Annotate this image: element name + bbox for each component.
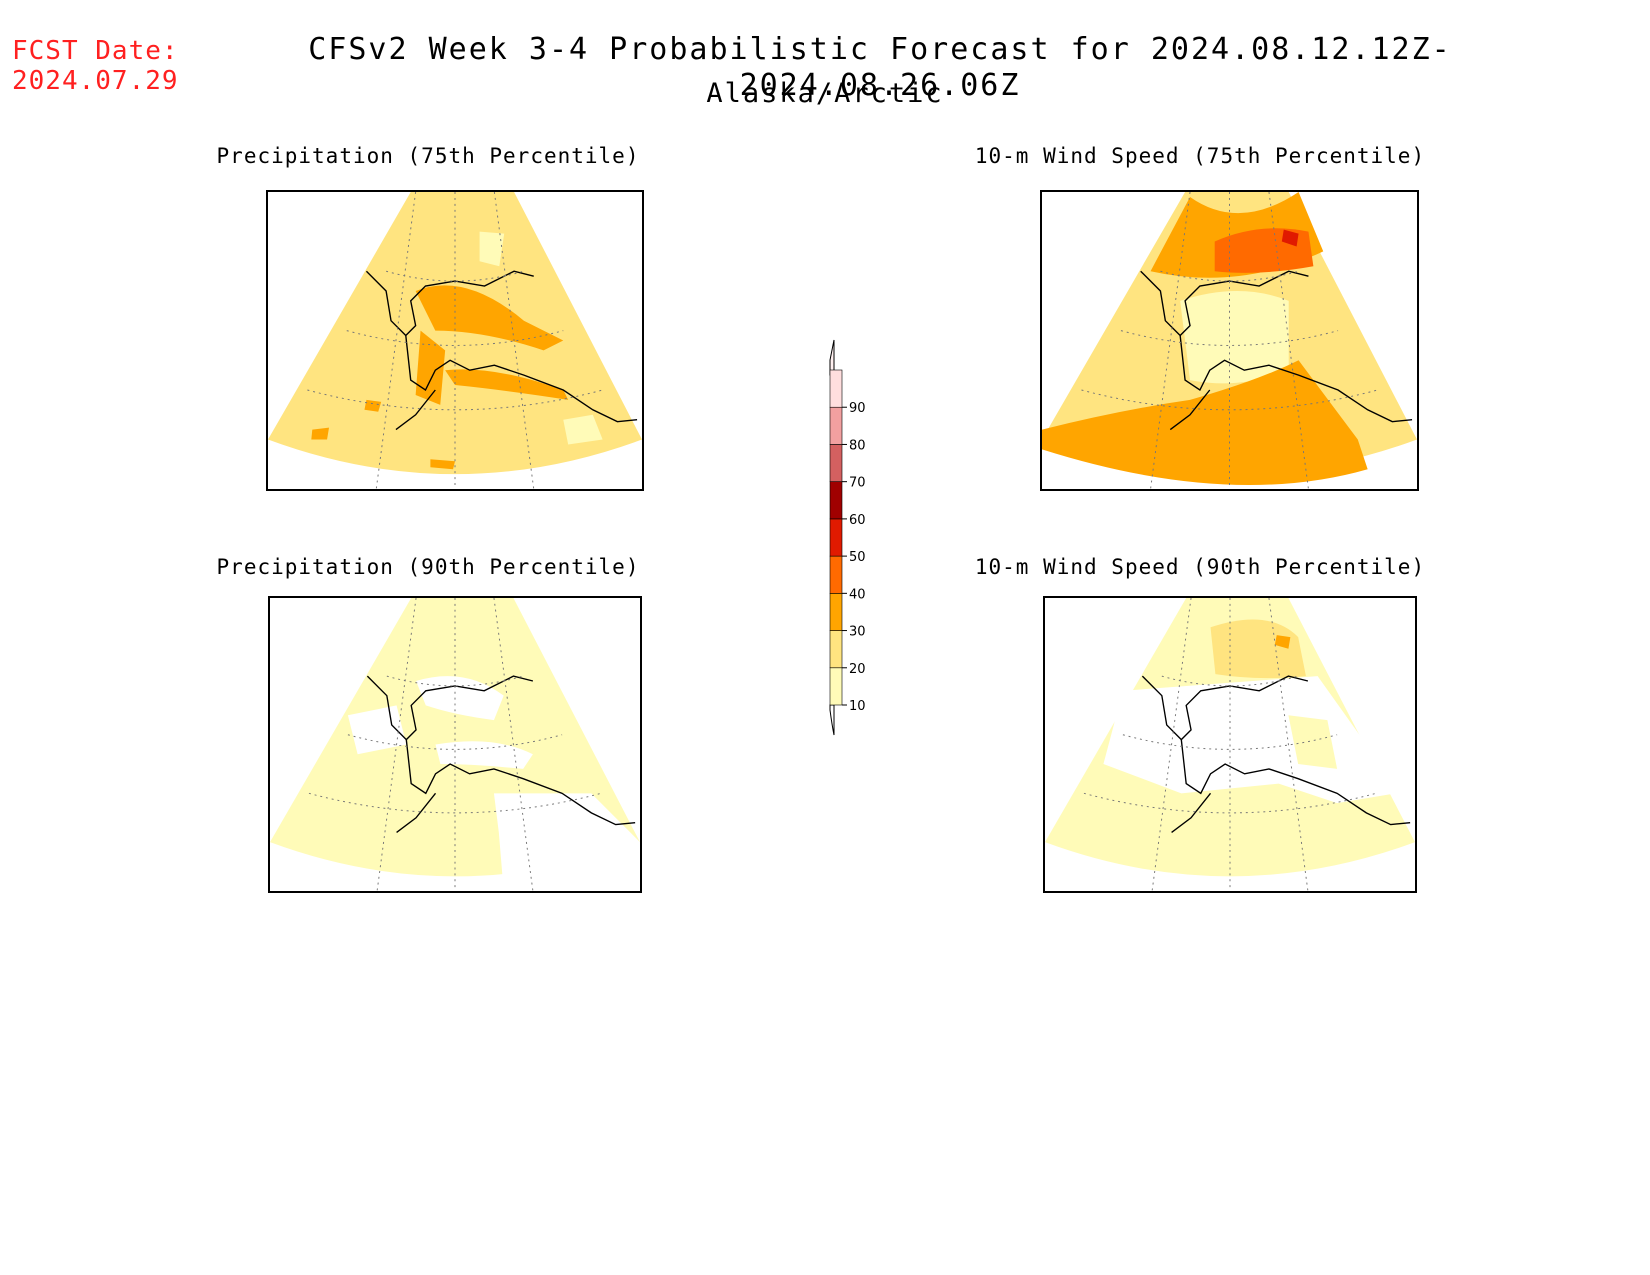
coastline (1140, 270, 1413, 431)
map-wind-75-plot (1042, 192, 1417, 489)
panel-title-precip-75: Precipitation (75th Percentile) (216, 144, 640, 168)
panel-title-wind-75: 10-m Wind Speed (75th Percentile) (974, 144, 1426, 168)
panel-title-precip-90: Precipitation (90th Percentile) (216, 555, 640, 579)
colorbar-boxes (829, 369, 843, 706)
forecast-patch (1180, 291, 1289, 384)
colorbar-box (829, 369, 843, 408)
graticule (308, 598, 602, 891)
map-wind-90 (1043, 596, 1417, 893)
colorbar-label: 40 (849, 587, 866, 602)
map-precip-75 (266, 190, 644, 491)
forecast-date-value: 2024.07.29 (12, 66, 179, 96)
graticule (307, 192, 603, 489)
map-precip-90-plot (270, 598, 640, 891)
colorbar-label: 60 (849, 513, 866, 528)
colorbar-label: 90 (849, 401, 866, 416)
forecast-date-label: FCST Date: (12, 36, 179, 66)
colorbar-box (829, 630, 843, 669)
colorbar-label: 70 (849, 476, 866, 491)
panel-title-wind-90: 10-m Wind Speed (90th Percentile) (974, 555, 1426, 579)
graticule (1083, 598, 1377, 891)
colorbar-svg: 10 20 30 40 50 60 70 80 90 (829, 339, 866, 736)
colorbar-box (829, 444, 843, 482)
colorbar-box (829, 593, 843, 631)
colorbar-box (829, 406, 843, 445)
forecast-patch (1288, 715, 1338, 769)
forecast-patch (1103, 676, 1396, 804)
map-wind-90-plot (1045, 598, 1415, 891)
coastline (366, 675, 636, 833)
forecast-patch (1042, 360, 1368, 486)
forecast-patch (479, 231, 603, 445)
page-title: CFSv2 Week 3-4 Probabilistic Forecast fo… (308, 32, 1452, 103)
map-domain (268, 192, 642, 475)
map-precip-90 (268, 596, 642, 893)
colorbar-label: 30 (849, 625, 866, 640)
colorbar-label: 20 (849, 662, 866, 677)
forecast-patch (415, 285, 564, 351)
colorbar-label: 80 (849, 438, 866, 453)
coastline (365, 270, 638, 431)
forecast-patch (1210, 619, 1306, 679)
forecast-patch (445, 369, 569, 400)
colorbar-bottom-cap (829, 704, 835, 736)
graticule (1081, 192, 1378, 489)
map-wind-75 (1040, 190, 1419, 491)
map-precip-75-plot (268, 192, 642, 489)
forecast-patch (435, 741, 533, 769)
colorbar-box (829, 667, 843, 706)
colorbar-label: 50 (849, 550, 866, 565)
colorbar-label: 10 (849, 699, 866, 714)
forecast-patch (347, 705, 407, 755)
colorbar-box (829, 555, 843, 594)
colorbar: 10 20 30 40 50 60 70 80 90 (820, 330, 900, 750)
coastline (1141, 675, 1411, 833)
forecast-patch (1274, 635, 1291, 649)
region-subtitle: Alaska/Arctic (706, 78, 944, 109)
forecast-patch (416, 676, 504, 721)
forecast-patch (1281, 229, 1299, 247)
forecast-patch (415, 330, 446, 405)
colorbar-box (829, 481, 843, 520)
forecast-date: FCST Date: 2024.07.29 (12, 36, 179, 96)
colorbar-box (829, 518, 843, 557)
forecast-patch (493, 793, 640, 891)
colorbar-labels: 10 20 30 40 50 60 70 80 90 (842, 401, 866, 714)
colorbar-top-cap (829, 339, 835, 376)
forecast-patch (311, 399, 455, 470)
